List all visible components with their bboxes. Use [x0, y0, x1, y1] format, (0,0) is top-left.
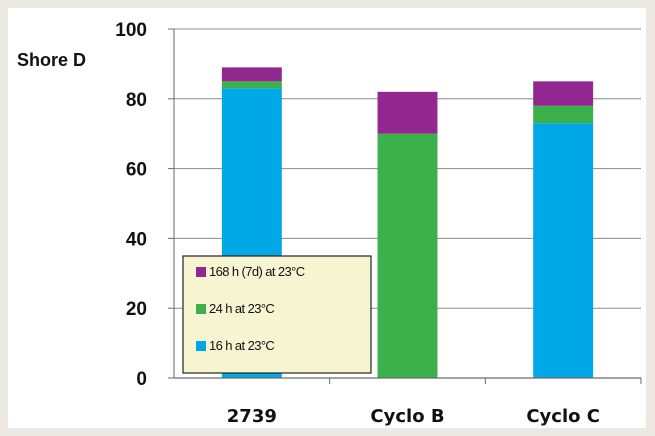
legend-box	[182, 255, 372, 374]
legend-label: 16 h at 23°C	[209, 338, 274, 353]
bar-segment-cyclo-b-series-1	[377, 133, 438, 378]
y-tick-label: 80	[126, 90, 147, 111]
y-axis-label: Shore D	[17, 50, 86, 70]
x-tick-label: Cyclo B	[370, 406, 444, 427]
x-axis-ticks: 2739 Cyclo B Cyclo C	[227, 378, 642, 427]
y-tick-label: 40	[126, 229, 147, 250]
bar-segment-cyclo-c-series-2	[533, 81, 594, 106]
y-tick-label: 60	[126, 160, 147, 181]
y-axis-ticks: 0 20 40 60 80 100	[115, 20, 174, 390]
legend-swatch	[196, 267, 206, 277]
bar-segment-2739-series-1	[221, 81, 282, 89]
legend: 168 h (7d) at 23°C 24 h at 23°C 16 h at 23…	[182, 255, 372, 374]
y-tick-label: 20	[126, 299, 147, 320]
y-tick-label: 0	[136, 369, 147, 390]
bar-segment-2739-series-2	[221, 67, 282, 82]
legend-label: 24 h at 23°C	[209, 301, 274, 316]
y-tick-label: 100	[115, 20, 147, 41]
bar-segment-cyclo-c-series-1	[533, 105, 594, 124]
legend-swatch	[196, 304, 206, 314]
x-tick-label: 2739	[227, 406, 277, 427]
bar-segment-cyclo-c-series-0	[533, 123, 594, 378]
x-tick-label: Cyclo C	[526, 406, 600, 427]
axes	[173, 29, 641, 379]
legend-swatch	[196, 341, 206, 351]
legend-label: 168 h (7d) at 23°C	[209, 264, 305, 279]
bar-segment-cyclo-b-series-2	[377, 91, 438, 134]
